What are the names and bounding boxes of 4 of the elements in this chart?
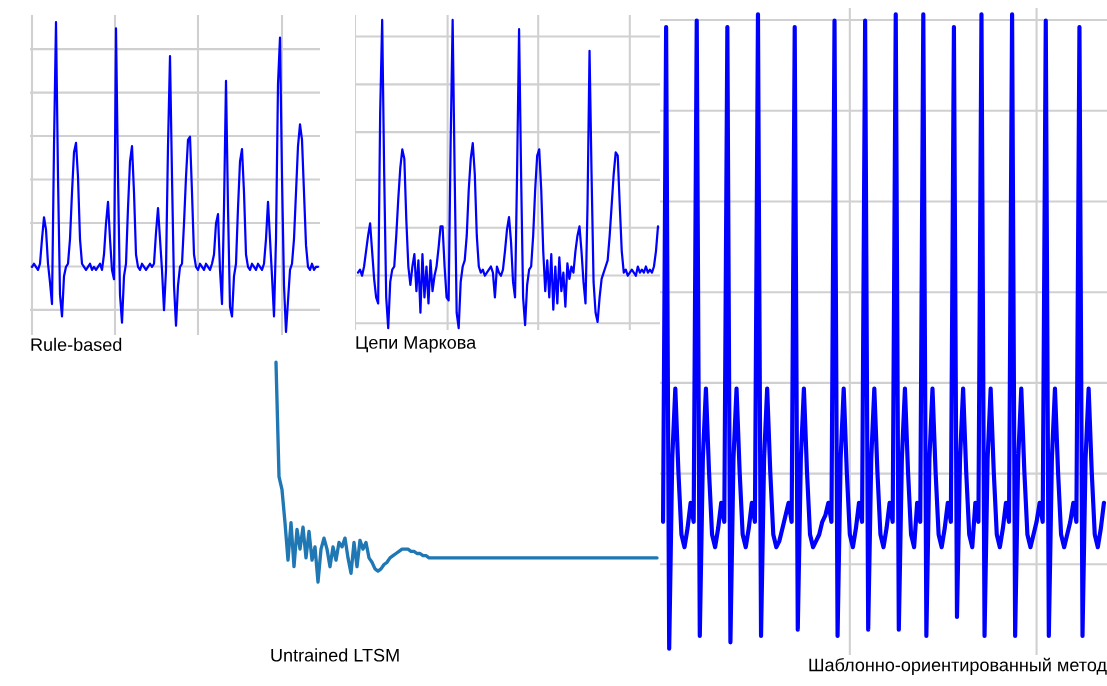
- x-axis-title: Цепи Маркова: [356, 336, 477, 353]
- x-axis-title: Untrained LTSM: [271, 648, 399, 662]
- x-axis-title: Rule-based: [31, 337, 122, 352]
- x-axis-title: Шаблонно-ориентированный метод: [809, 657, 1107, 675]
